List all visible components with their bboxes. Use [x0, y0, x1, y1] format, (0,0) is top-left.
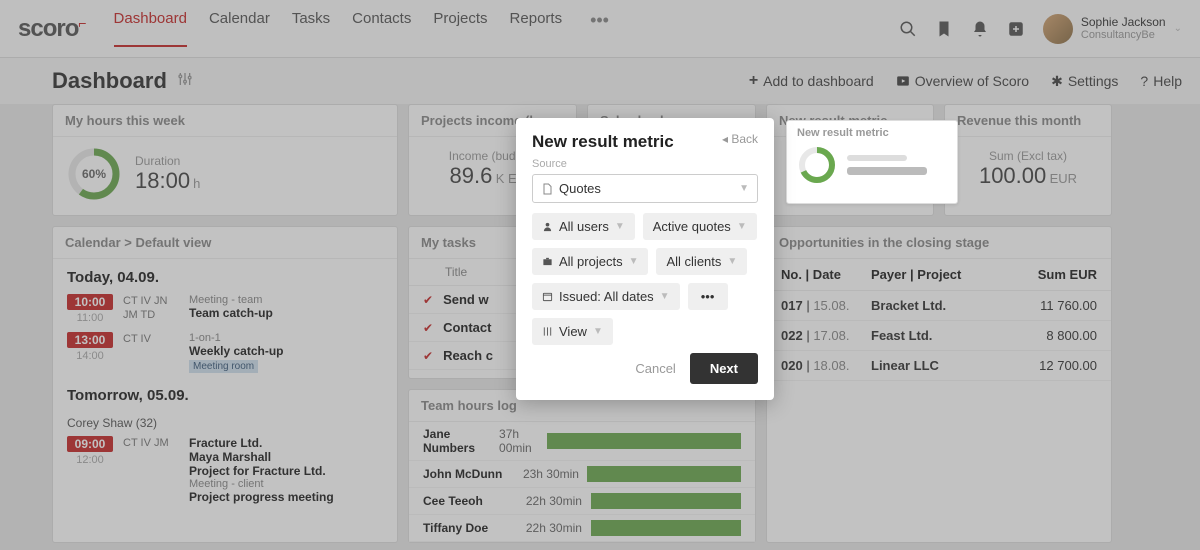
- user-icon: [542, 221, 553, 232]
- filter-view[interactable]: View▼: [532, 318, 613, 345]
- filter-active[interactable]: Active quotes▼: [643, 213, 757, 240]
- document-icon: [541, 183, 553, 195]
- filter-more[interactable]: •••: [688, 283, 728, 310]
- filter-issued[interactable]: Issued: All dates▼: [532, 283, 680, 310]
- preview-line1: [847, 155, 907, 161]
- modal-back[interactable]: ◂ Back: [722, 132, 758, 146]
- briefcase-icon: [542, 256, 553, 267]
- source-select[interactable]: Quotes ▼: [532, 174, 758, 203]
- filter-issued-label: Issued: All dates: [559, 289, 654, 304]
- source-value: Quotes: [559, 181, 601, 196]
- more-icon: •••: [701, 289, 715, 304]
- calendar-icon: [542, 291, 553, 302]
- filter-projects-label: All projects: [559, 254, 623, 269]
- filter-users-label: All users: [559, 219, 609, 234]
- new-metric-modal: ◂ Back New result metric Source Quotes ▼…: [516, 118, 774, 400]
- sliders-icon: [542, 326, 553, 337]
- filter-clients-label: All clients: [666, 254, 721, 269]
- new-metric-preview: New result metric: [786, 120, 958, 204]
- cancel-button[interactable]: Cancel: [635, 361, 675, 376]
- filter-projects[interactable]: All projects▼: [532, 248, 648, 275]
- modal-source-label: Source: [532, 158, 758, 170]
- filter-clients[interactable]: All clients▼: [656, 248, 747, 275]
- preview-line2: [847, 167, 927, 175]
- filter-active-label: Active quotes: [653, 219, 731, 234]
- filter-users[interactable]: All users▼: [532, 213, 635, 240]
- filter-view-label: View: [559, 324, 587, 339]
- preview-title: New result metric: [787, 121, 957, 141]
- preview-donut: [797, 145, 837, 185]
- next-button[interactable]: Next: [690, 353, 758, 384]
- modal-back-label: Back: [731, 132, 758, 146]
- chevron-down-icon: ▼: [739, 183, 749, 194]
